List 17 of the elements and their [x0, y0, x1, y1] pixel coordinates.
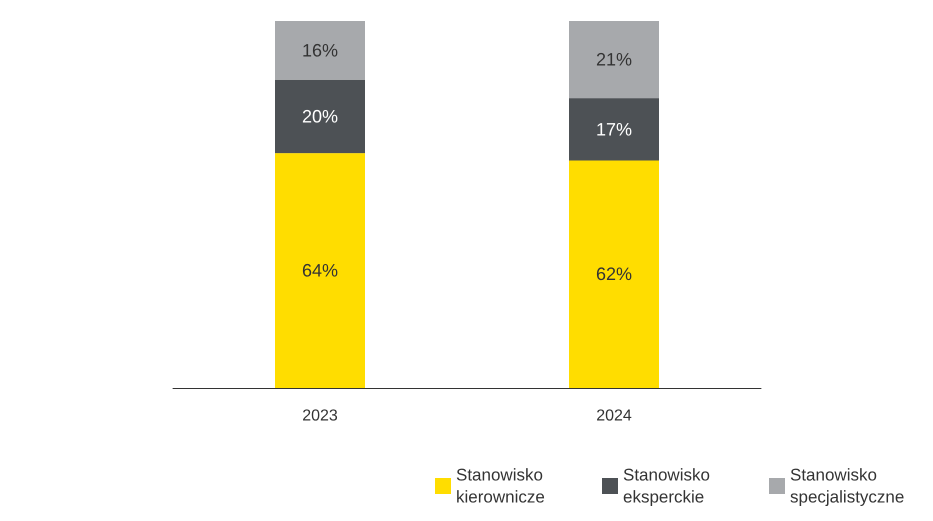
bar	[275, 153, 365, 388]
bar	[569, 98, 659, 160]
legend-label: Stanowisko kierownicze	[456, 466, 548, 506]
bar	[569, 21, 659, 98]
data-label: 21%	[596, 50, 632, 70]
bar	[275, 80, 365, 154]
data-label: 16%	[302, 40, 338, 60]
bar	[275, 21, 365, 80]
x-tick-label: 2023	[302, 408, 338, 424]
data-label: 64%	[302, 260, 338, 281]
legend-label: Stanowisko specjalistyczne	[790, 466, 904, 506]
bar	[569, 160, 659, 388]
legend-label: Stanowisko eksperckie	[623, 466, 715, 506]
data-label: 62%	[596, 264, 632, 284]
data-label: 17%	[596, 119, 632, 140]
x-tick-label: 2024	[596, 408, 632, 424]
data-label: 20%	[302, 106, 338, 126]
